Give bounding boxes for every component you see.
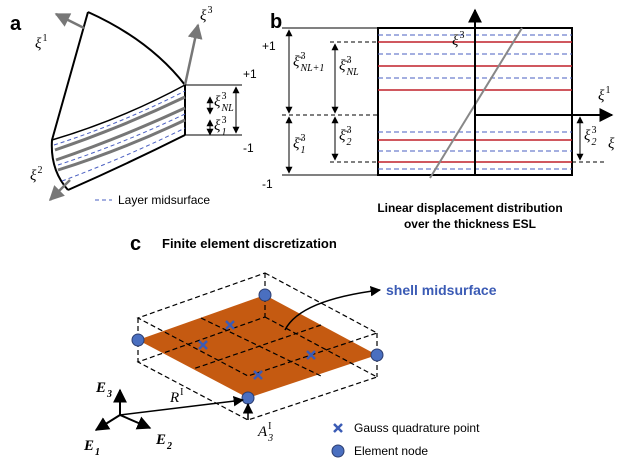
superscript: I [268,421,271,432]
superscript: 3 [207,5,212,16]
axis-label: ξ3 [200,5,212,24]
bound-label: -1 [262,177,273,191]
superscript: 2 [37,165,42,176]
symbol: R [169,390,179,406]
subscript: 1 [221,127,226,138]
shell-edge [88,12,185,135]
symbol: ξ [214,118,221,134]
panel-label: a [10,13,22,35]
subscript: NL [345,67,359,78]
superscript: 3 [300,133,305,144]
callout: shell midsurface [386,282,497,298]
superscript: 3 [591,125,596,136]
axis-label: E2 [155,432,172,452]
superscript: 3 [346,55,351,66]
guides [282,28,605,175]
panel-c [96,273,383,457]
symbol: ξ [214,94,221,110]
subscript: 1 [95,447,100,458]
superscript: 1 [42,33,47,44]
subscript: 2 [591,137,596,148]
symbol: ξ [598,88,605,104]
symbol: E [155,432,166,448]
subscript: 3 [106,389,112,400]
symbol: A [257,424,268,440]
axis-label: ξ1 [598,85,610,104]
axis-label: E1 [83,438,100,458]
panel-label: b [270,11,282,33]
axis-arrow [185,25,198,85]
layer [68,135,185,190]
superscript: 3 [221,115,226,126]
subscript: 2 [166,441,172,452]
caption: over the thickness ESL [404,217,536,231]
symbol: ξ [35,36,42,52]
legend-text: Element node [354,444,428,458]
symbol: E [83,438,94,454]
layer [52,85,185,140]
thickness-label: ξ [608,136,615,152]
subscript: 2 [346,137,351,148]
superscript: 3 [300,51,305,62]
panel-title: Finite element discretization [162,236,337,251]
panel-b [282,10,612,178]
bound-label: -1 [243,141,254,155]
caption: Linear displacement distribution [377,201,562,215]
panel-label: c [130,233,141,255]
figure: a ξ1 ξ3 ξ2 +1 -1 ξ3NL ξ31 Layer midsurfa… [0,0,620,465]
symbol: ξ [608,136,615,152]
symbol: ξ [584,128,591,144]
symbol: E [95,380,106,396]
superscript: 3 [221,91,226,102]
subscript: NL+1 [299,63,324,74]
symbol: ξ [452,33,459,49]
subscript: 1 [300,145,305,156]
legend-text: Layer midsurface [118,193,210,207]
vector-label: RI [169,387,184,406]
subscript: NL [220,103,234,114]
axis-arrow [56,14,84,28]
superscript: I [180,387,183,398]
axis-label: E3 [95,380,112,400]
symbol: ξ [200,8,207,24]
superscript: 3 [346,125,351,136]
axis-label: ξ1 [35,33,47,52]
axis-label: ξ3 [452,30,464,49]
legend-text: Gauss quadrature point [354,421,480,435]
axis-label: ξ2 [30,165,42,184]
subscript: 3 [267,433,273,444]
bound-label: +1 [262,39,276,53]
bound-label: +1 [243,67,257,81]
superscript: 3 [459,30,464,41]
superscript: 1 [605,85,610,96]
symbol: ξ [30,168,37,184]
